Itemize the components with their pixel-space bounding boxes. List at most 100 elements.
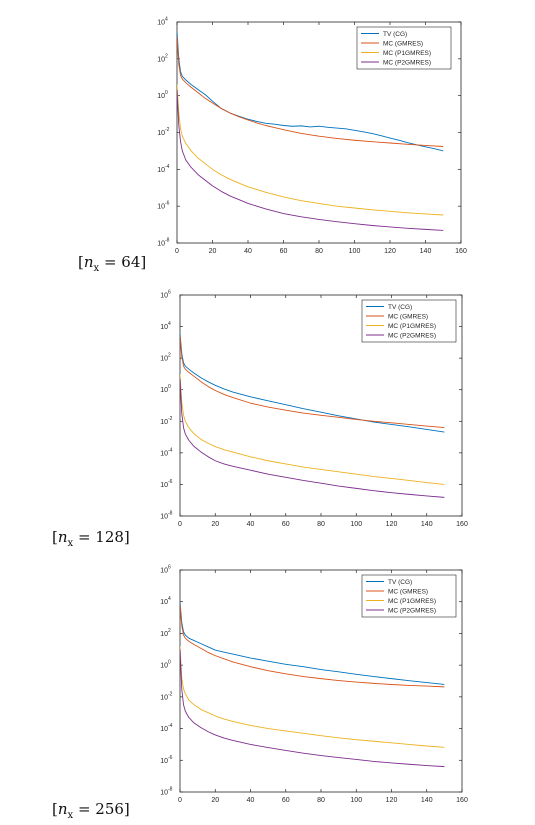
series-line-1 [177,36,444,147]
y-tick-label: 10 [157,167,165,174]
series-group [177,31,444,231]
y-tick-label: 10 [160,419,168,426]
y-tick-exponent: -6 [168,755,173,761]
y-tick-exponent: -4 [168,723,173,729]
y-tick-exponent: 2 [168,628,171,634]
x-tick-label: 160 [456,797,468,804]
y-tick-label: 10 [160,599,168,606]
x-tick-label: 60 [280,248,288,255]
x-tick-label: 0 [175,248,179,255]
caption-nx-64: [nx = 64] [78,253,147,274]
legend-entry: MC (P1GMRES) [383,50,431,57]
caption-nx-256: [nx = 256] [52,800,130,821]
y-tick-exponent: 6 [168,565,171,571]
legend-entry: MC (P2GMRES) [388,332,436,339]
series-line-0 [180,332,445,433]
y-tick-label: 10 [160,293,168,300]
series-line-0 [180,601,445,685]
y-tick-label: 10 [160,387,168,394]
y-tick-exponent: 2 [168,353,171,359]
x-tick-label: 20 [211,797,219,804]
y-tick-label: 10 [160,514,168,521]
x-tick-label: 40 [244,248,252,255]
y-tick-label: 10 [157,20,165,27]
y-tick-exponent: -6 [168,479,173,485]
y-tick-exponent: 4 [165,17,168,23]
series-line-2 [177,84,444,216]
x-tick-label: 40 [247,797,255,804]
legend-entry: MC (GMRES) [388,588,428,595]
y-tick-label: 10 [157,204,165,211]
y-tick-label: 10 [160,726,168,733]
x-tick-label: 140 [420,248,432,255]
y-tick-exponent: 0 [168,384,171,390]
y-tick-label: 10 [160,568,168,575]
y-tick-exponent: 6 [168,290,171,296]
y-tick-exponent: -2 [168,691,173,697]
y-tick-label: 10 [160,356,168,363]
y-tick-label: 10 [160,482,168,489]
x-tick-label: 40 [247,521,255,528]
x-tick-label: 100 [350,797,362,804]
series-line-3 [180,378,445,498]
legend-entry: MC (P1GMRES) [388,598,436,605]
legend-entry: MC (P1GMRES) [388,323,436,330]
x-tick-label: 80 [317,797,325,804]
series-line-1 [180,604,445,688]
y-tick-exponent: -2 [168,416,173,422]
x-tick-label: 140 [421,797,433,804]
y-tick-label: 10 [160,758,168,765]
y-tick-label: 10 [160,694,168,701]
y-tick-label: 10 [160,663,168,670]
series-line-2 [180,373,445,485]
y-tick-exponent: -2 [165,127,170,133]
y-tick-label: 10 [157,241,165,248]
caption-nx-128: [nx = 128] [52,528,130,549]
x-tick-label: 80 [315,248,323,255]
legend-entry: MC (GMRES) [383,40,423,47]
x-tick-label: 120 [386,797,398,804]
y-tick-label: 10 [160,324,168,331]
y-tick-label: 10 [157,56,165,63]
y-tick-exponent: -4 [168,447,173,453]
y-tick-label: 10 [160,450,168,457]
legend-entry: MC (P2GMRES) [388,607,436,614]
y-tick-label: 10 [160,790,168,797]
y-tick-label: 10 [160,631,168,638]
series-group [180,601,445,768]
x-tick-label: 60 [282,521,290,528]
y-tick-label: 10 [157,93,165,100]
y-tick-exponent: -4 [165,164,170,170]
y-tick-exponent: -8 [168,787,173,793]
x-tick-label: 100 [349,248,361,255]
x-tick-label: 80 [317,521,325,528]
x-tick-label: 60 [282,797,290,804]
legend-entry: TV (CG) [383,31,407,38]
series-line-3 [177,90,444,231]
series-line-3 [180,649,445,768]
x-tick-label: 0 [178,797,182,804]
x-tick-label: 100 [350,521,362,528]
y-tick-exponent: 0 [165,90,168,96]
y-tick-exponent: 2 [165,53,168,59]
x-tick-label: 20 [211,521,219,528]
y-tick-exponent: 4 [168,321,171,327]
y-tick-exponent: 0 [168,660,171,666]
x-tick-label: 20 [209,248,217,255]
y-tick-exponent: -8 [168,511,173,517]
series-line-2 [180,646,445,748]
legend-entry: TV (CG) [388,579,412,586]
series-line-1 [180,336,445,429]
y-tick-exponent: -6 [165,201,170,207]
x-tick-label: 140 [421,521,433,528]
legend-entry: MC (P2GMRES) [383,59,431,66]
y-tick-exponent: 4 [168,596,171,602]
legend-entry: MC (GMRES) [388,313,428,320]
x-tick-label: 120 [384,248,396,255]
y-tick-label: 10 [157,130,165,137]
series-group [180,332,445,498]
x-tick-label: 160 [455,248,467,255]
